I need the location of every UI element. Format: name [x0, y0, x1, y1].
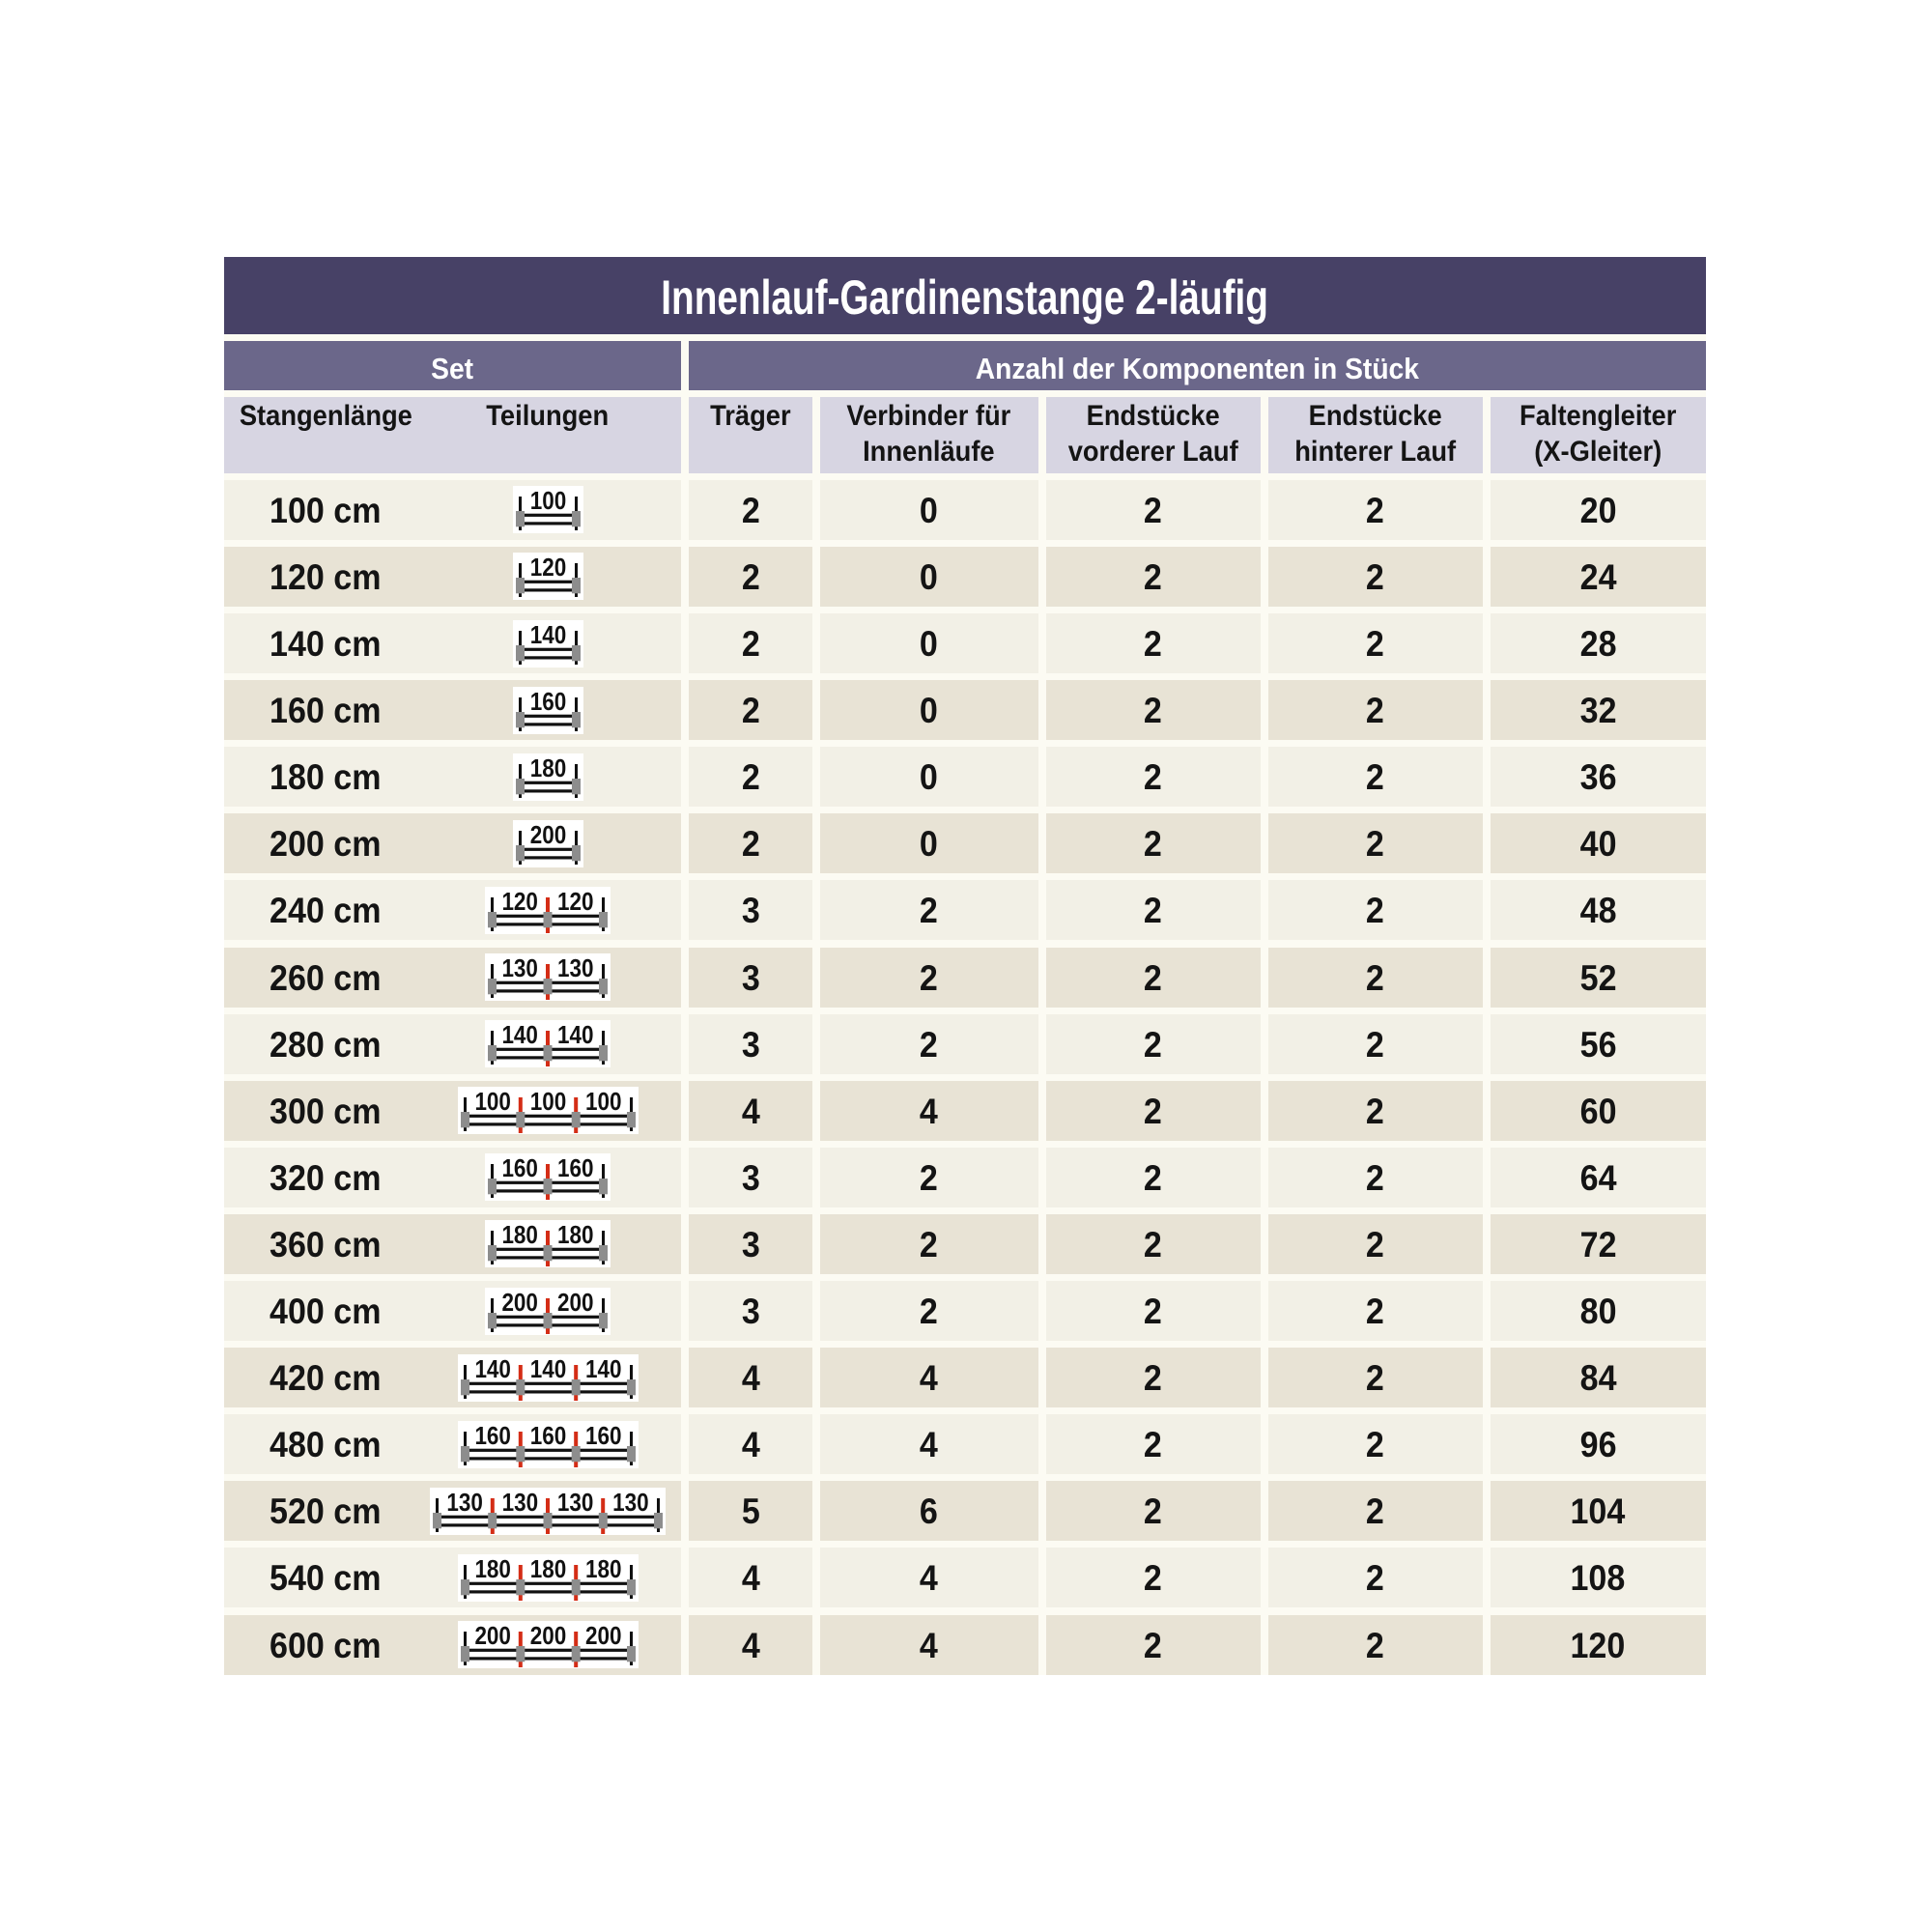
- svg-text:140: 140: [529, 620, 566, 649]
- svg-text:130: 130: [557, 953, 594, 982]
- svg-text:180: 180: [557, 1220, 594, 1249]
- svg-text:200: 200: [585, 1621, 622, 1650]
- svg-text:180: 180: [529, 1554, 566, 1583]
- svg-text:120: 120: [501, 887, 538, 916]
- svg-text:160: 160: [529, 687, 566, 716]
- svg-text:130: 130: [501, 953, 538, 982]
- svg-text:200: 200: [501, 1288, 538, 1317]
- svg-text:100: 100: [529, 486, 566, 515]
- svg-text:160: 160: [474, 1421, 511, 1450]
- svg-text:100: 100: [585, 1087, 622, 1116]
- svg-text:120: 120: [557, 887, 594, 916]
- svg-text:140: 140: [557, 1020, 594, 1049]
- svg-text:130: 130: [502, 1488, 539, 1517]
- svg-text:180: 180: [585, 1554, 622, 1583]
- svg-text:180: 180: [474, 1554, 511, 1583]
- svg-text:140: 140: [529, 1354, 566, 1383]
- svg-text:200: 200: [529, 820, 566, 849]
- svg-text:160: 160: [557, 1153, 594, 1182]
- svg-text:130: 130: [446, 1488, 483, 1517]
- svg-text:160: 160: [585, 1421, 622, 1450]
- svg-text:200: 200: [529, 1621, 566, 1650]
- svg-text:180: 180: [501, 1220, 538, 1249]
- svg-text:180: 180: [529, 753, 566, 782]
- svg-text:100: 100: [529, 1087, 566, 1116]
- svg-text:120: 120: [529, 553, 566, 582]
- svg-text:140: 140: [585, 1354, 622, 1383]
- svg-text:140: 140: [474, 1354, 511, 1383]
- svg-text:200: 200: [474, 1621, 511, 1650]
- svg-text:100: 100: [474, 1087, 511, 1116]
- svg-text:130: 130: [612, 1488, 649, 1517]
- svg-text:130: 130: [557, 1488, 594, 1517]
- svg-text:140: 140: [501, 1020, 538, 1049]
- svg-text:200: 200: [557, 1288, 594, 1317]
- svg-text:160: 160: [501, 1153, 538, 1182]
- svg-text:160: 160: [529, 1421, 566, 1450]
